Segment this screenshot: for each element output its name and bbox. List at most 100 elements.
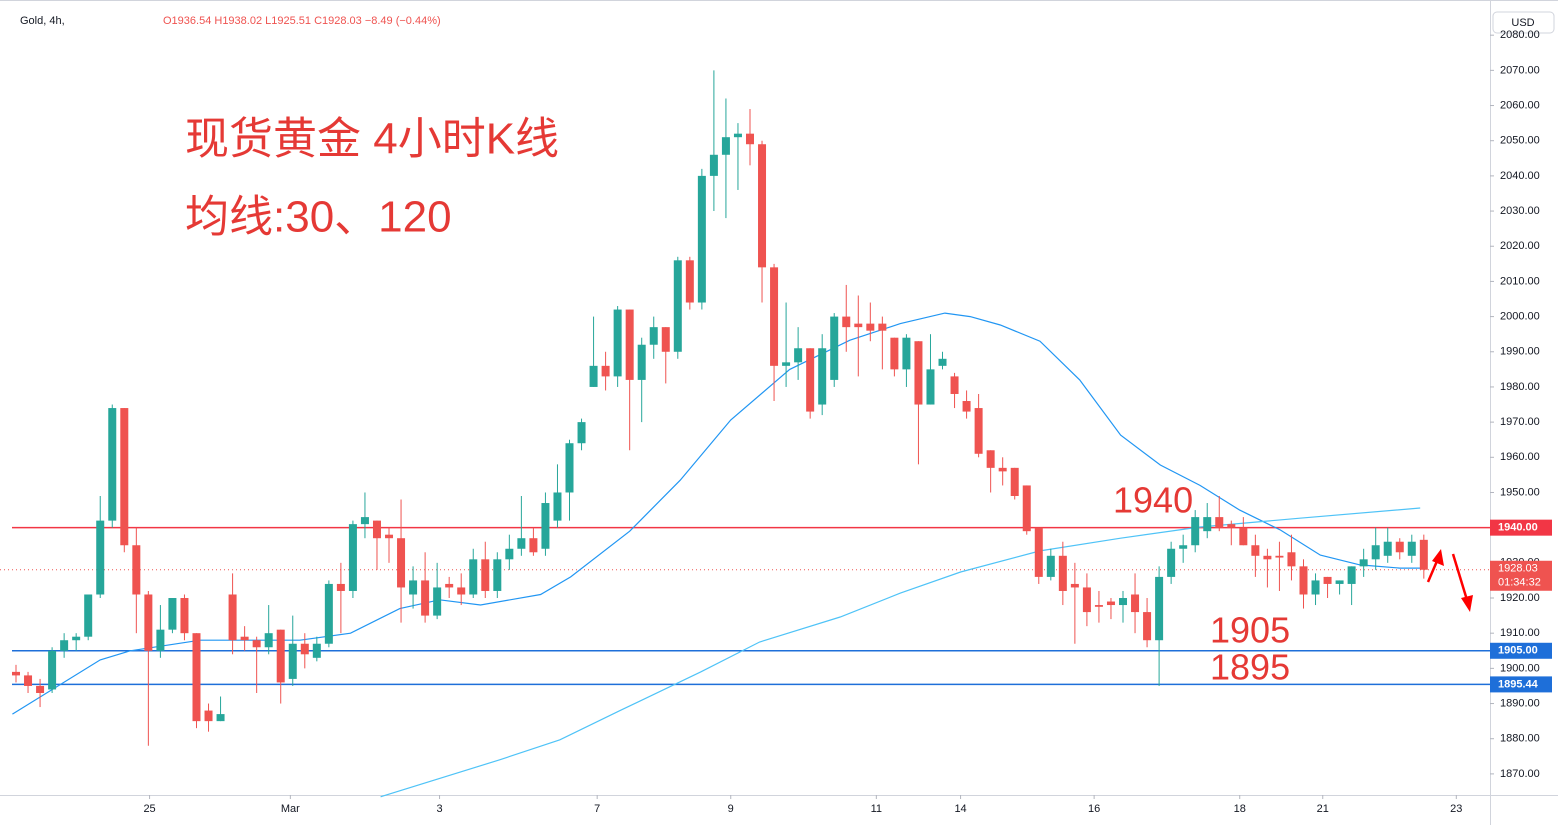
candle-body xyxy=(1215,517,1224,528)
last-price-label-bg xyxy=(1490,560,1552,591)
candle-body xyxy=(649,327,658,345)
candle-body xyxy=(72,636,81,641)
y-tick-label: 1980.00 xyxy=(1500,381,1540,393)
candle-body xyxy=(132,545,141,595)
candle-body xyxy=(192,633,201,722)
plot xyxy=(0,70,1490,798)
candle-body xyxy=(421,580,430,616)
x-tick-label: Mar xyxy=(281,803,300,815)
candle-body xyxy=(1383,541,1392,556)
candle-body xyxy=(12,671,21,676)
y-tick-label: 2080.00 xyxy=(1500,29,1540,41)
currency-button[interactable] xyxy=(1492,11,1555,34)
candle-body xyxy=(1094,605,1103,607)
candle-body xyxy=(1155,576,1164,641)
candle-body xyxy=(1239,527,1248,546)
candle-body xyxy=(974,408,983,454)
x-tick-label: 18 xyxy=(1234,803,1246,815)
candle-body xyxy=(24,675,33,686)
currency-label[interactable]: USD xyxy=(1511,17,1534,29)
candle-body xyxy=(1299,566,1308,595)
candle-body xyxy=(1022,485,1031,532)
x-tick-label: 9 xyxy=(728,803,734,815)
candle-body xyxy=(1275,555,1284,558)
candle-body xyxy=(625,309,634,380)
y-tick-label: 2010.00 xyxy=(1500,275,1540,287)
candle-body xyxy=(1287,552,1296,567)
candle-body xyxy=(745,133,754,145)
candle-body xyxy=(842,316,851,328)
candle-body xyxy=(360,517,369,525)
candle-body xyxy=(1106,601,1115,606)
candle-body xyxy=(216,714,225,722)
candle-body xyxy=(721,137,730,155)
candle-body xyxy=(1179,545,1188,549)
candle-body xyxy=(565,443,574,493)
candle-body xyxy=(794,348,803,363)
candle-body xyxy=(601,365,610,377)
candle-body xyxy=(962,401,971,412)
candle-body xyxy=(1263,555,1272,560)
candle-body xyxy=(938,358,947,366)
candle-body xyxy=(493,559,502,591)
y-tick-label: 2020.00 xyxy=(1500,240,1540,252)
y-tick-label: 2070.00 xyxy=(1500,64,1540,76)
symbol: Gold, 4h, xyxy=(20,15,65,27)
candle-body xyxy=(529,538,538,553)
candle-body xyxy=(372,520,381,539)
candle-body xyxy=(1323,576,1332,584)
candle-body xyxy=(1010,467,1019,496)
candle-body xyxy=(914,341,923,405)
candle-body xyxy=(505,548,514,560)
x-tick-label: 7 xyxy=(594,803,600,815)
candle-body xyxy=(998,467,1007,472)
candle-body xyxy=(1070,583,1079,588)
candle-body xyxy=(252,640,261,648)
chart-title: 现货黄金 4小时K线 xyxy=(185,115,559,164)
candle-body xyxy=(204,710,213,722)
candle-body xyxy=(1191,517,1200,546)
candle-body xyxy=(890,337,899,370)
candle-body xyxy=(84,594,93,637)
candle-body xyxy=(589,365,598,387)
candle-body xyxy=(276,629,285,683)
candle-body xyxy=(517,538,526,549)
candle-body xyxy=(854,323,863,328)
candle-body xyxy=(1034,527,1043,577)
candle-body xyxy=(36,685,45,693)
candle-body xyxy=(1082,587,1091,613)
candle-body xyxy=(1058,555,1067,591)
candle-body xyxy=(445,583,454,588)
candle-body xyxy=(457,587,466,595)
candle-body xyxy=(830,316,839,380)
chart-subtitle: 均线:30、120 xyxy=(185,193,452,242)
y-tick-label: 2060.00 xyxy=(1500,99,1540,111)
candle-body xyxy=(818,348,827,405)
candle-body xyxy=(324,583,333,644)
candle-body xyxy=(156,629,165,651)
candle-body xyxy=(553,492,562,521)
moving-average xyxy=(12,312,1421,715)
arrow-down-head xyxy=(1461,595,1473,612)
y-tick-label: 2040.00 xyxy=(1500,170,1540,182)
level-label-bg xyxy=(1490,519,1552,536)
candle-body xyxy=(240,636,249,641)
candle-body xyxy=(1359,559,1368,567)
candle-body xyxy=(782,362,791,366)
level-label-bg xyxy=(1490,676,1552,693)
candle-body xyxy=(1419,539,1428,570)
candle-body xyxy=(433,587,442,616)
candle-body xyxy=(1119,598,1128,606)
annotation: 1895 xyxy=(1210,647,1290,688)
candle-body xyxy=(709,154,718,176)
y-tick-label: 1950.00 xyxy=(1500,486,1540,498)
candle-body xyxy=(806,348,815,412)
candle-body xyxy=(1227,524,1236,528)
candle-body xyxy=(637,344,646,380)
candle-body xyxy=(409,580,418,595)
y-tick-label: 1910.00 xyxy=(1500,627,1540,639)
y-tick-label: 2000.00 xyxy=(1500,310,1540,322)
y-tick-label: 1900.00 xyxy=(1500,662,1540,674)
candle-body xyxy=(300,643,309,655)
candle-body xyxy=(481,559,490,591)
